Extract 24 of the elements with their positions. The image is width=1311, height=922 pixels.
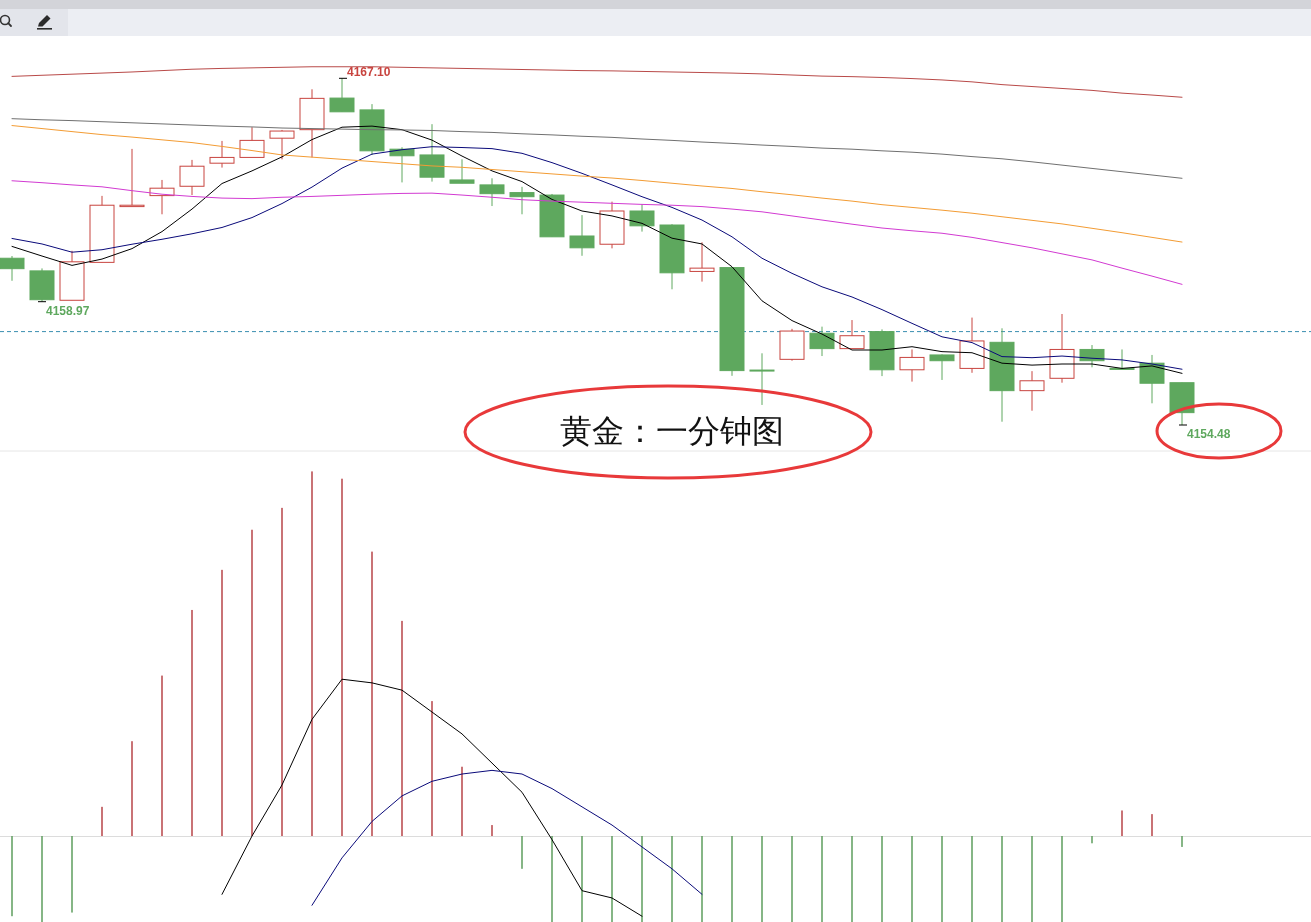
candlestick: [689, 241, 715, 283]
annotation: 黄金：一分钟图: [560, 413, 784, 449]
candlestick: [0, 255, 25, 282]
candlestick: [809, 326, 835, 357]
candlestick: [839, 319, 865, 350]
candlestick: [269, 129, 295, 160]
candlestick: [749, 352, 775, 406]
candlestick: [329, 77, 355, 113]
candlestick: [899, 348, 925, 383]
candlestick: [239, 126, 265, 158]
candlestick: [509, 186, 535, 215]
annotation: 4167.10: [347, 64, 391, 79]
candlestick: [569, 214, 595, 257]
annotation: 4158.97: [46, 304, 90, 318]
candlestick: [1019, 370, 1045, 412]
candlestick: [209, 140, 235, 169]
candlestick: [179, 159, 205, 196]
candlestick: [119, 148, 145, 208]
candlestick: [419, 123, 445, 183]
candlestick: [629, 203, 655, 233]
candlestick: [479, 177, 505, 207]
candlestick: [929, 353, 955, 381]
candlestick: [449, 158, 475, 184]
text: 4154.48: [1187, 427, 1231, 441]
